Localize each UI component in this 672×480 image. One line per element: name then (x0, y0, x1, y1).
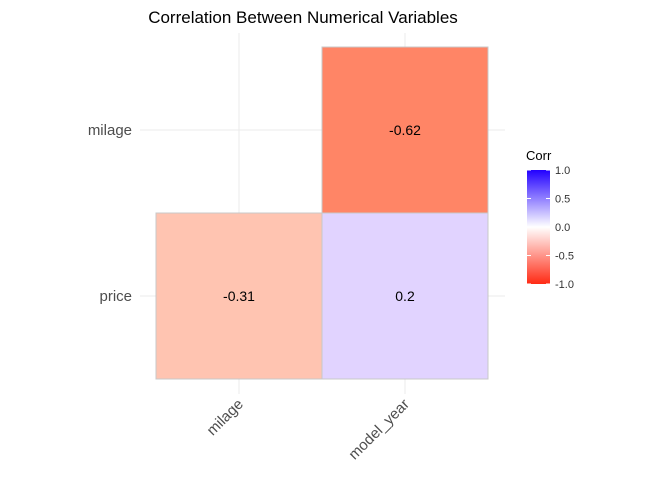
legend-title: Corr (526, 148, 552, 163)
y-tick-label: price (99, 288, 132, 305)
heatmap-cell-model_year-price (321, 212, 489, 380)
cell-value-label: -0.62 (389, 122, 421, 138)
legend-tick-label: 0.0 (555, 222, 570, 234)
cell-value-label: -0.31 (223, 288, 255, 304)
y-tick-label: milage (88, 122, 132, 139)
cell-value-label: 0.2 (395, 288, 415, 304)
legend: Corr 1.0 0.5 0.0 -0.5 -1.0 (526, 148, 574, 291)
legend-tick-label: 1.0 (555, 165, 570, 177)
heatmap-cells: -0.62 -0.31 0.2 (155, 46, 489, 380)
heatmap-cell-model_year-milage (321, 46, 489, 214)
legend-tick-label: -0.5 (555, 251, 574, 263)
chart-title: Correlation Between Numerical Variables (148, 8, 458, 27)
legend-colorbar (527, 170, 550, 284)
heatmap-cell-milage-price (155, 212, 323, 380)
x-tick-label: model_year (345, 396, 412, 463)
legend-tick-label: -1.0 (555, 279, 574, 291)
x-tick-label: milage (204, 396, 247, 439)
legend-tick-label: 0.5 (555, 194, 570, 206)
